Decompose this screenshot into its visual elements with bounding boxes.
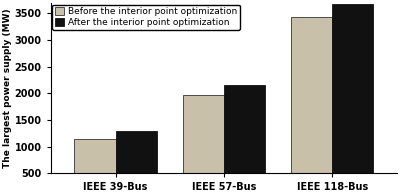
- Bar: [116, 131, 157, 195]
- Bar: [291, 17, 332, 195]
- Bar: [224, 85, 265, 195]
- Legend: Before the interior point optimization, After the interior point optimization: Before the interior point optimization, …: [52, 5, 240, 30]
- Bar: [183, 95, 224, 195]
- Y-axis label: The largest power supply (MW): The largest power supply (MW): [3, 8, 12, 168]
- Bar: [74, 139, 116, 195]
- Bar: [332, 4, 373, 195]
